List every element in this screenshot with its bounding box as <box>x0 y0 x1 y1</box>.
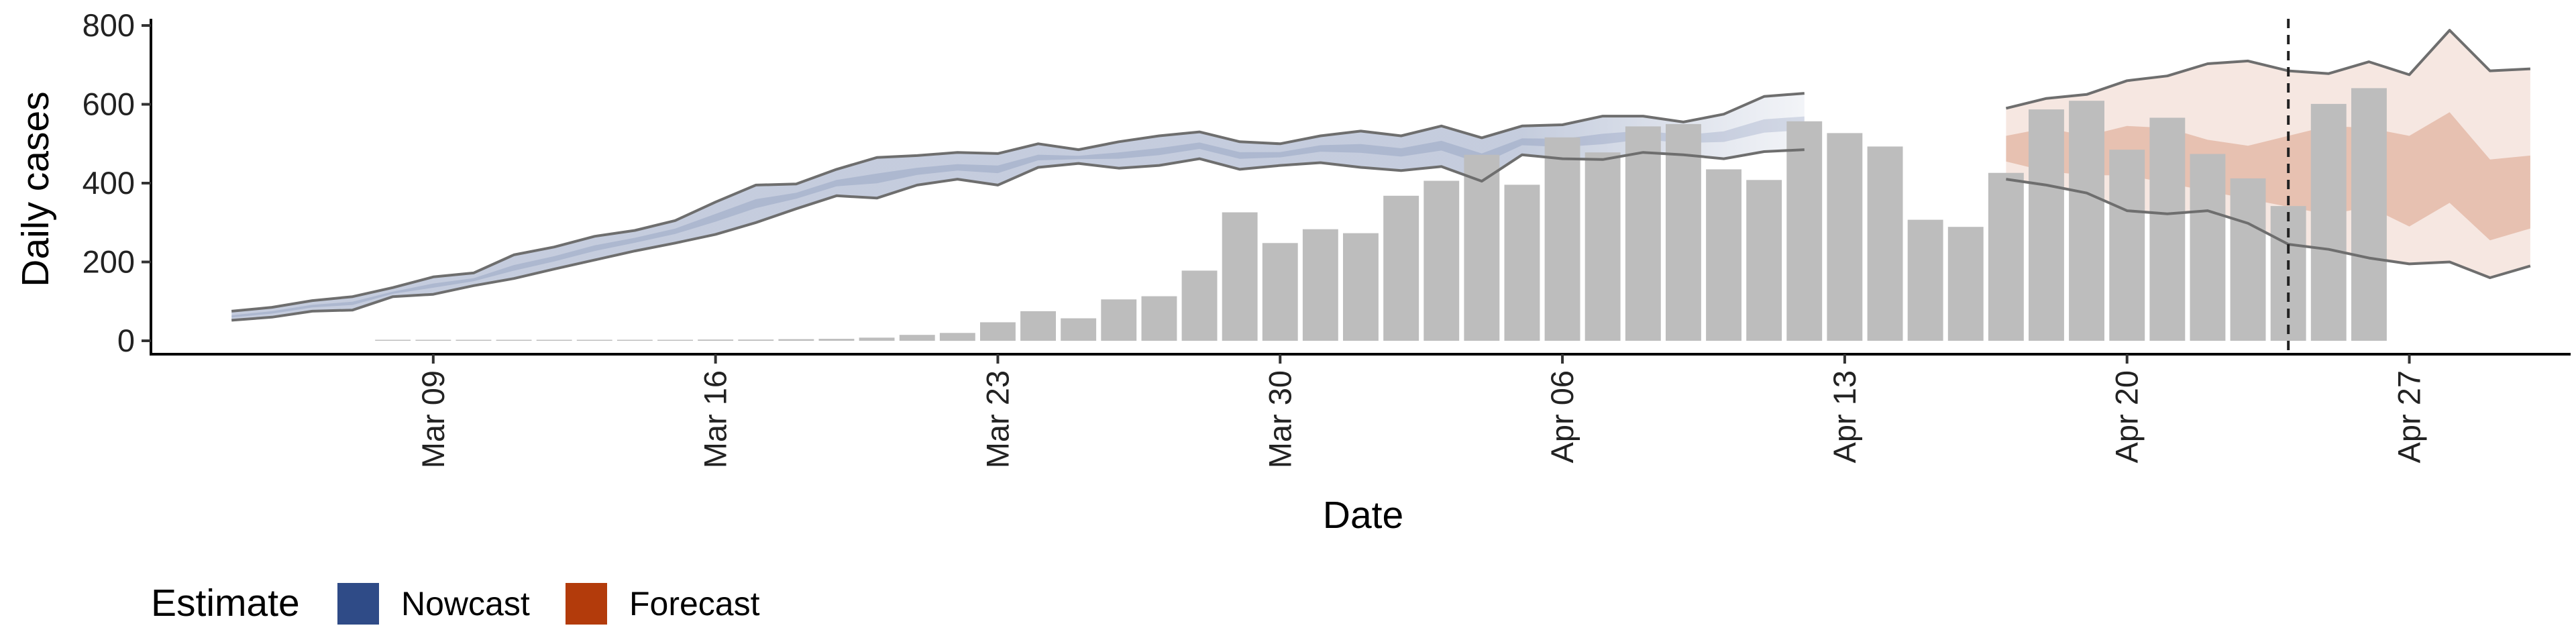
case-bar <box>375 339 411 341</box>
case-bar <box>2351 88 2387 341</box>
x-axis-title: Date <box>1323 494 1403 537</box>
x-tick-label: Mar 23 <box>979 370 1015 468</box>
case-bar <box>2190 154 2226 341</box>
nowcast-upper-line <box>231 92 1805 313</box>
forecast-upper-line <box>2005 29 2530 110</box>
y-tick-label: 800 <box>83 7 135 43</box>
case-bar <box>1867 146 1903 341</box>
x-tick-label: Apr 13 <box>1827 370 1862 463</box>
case-bar <box>1625 126 1661 341</box>
case-bar <box>1222 212 1258 341</box>
y-tick-label: 200 <box>83 244 135 280</box>
forecast-band-inner <box>2006 112 2530 241</box>
case-bar <box>455 339 492 341</box>
case-bar <box>415 339 451 341</box>
case-bar <box>1383 195 1419 341</box>
case-bar <box>2109 150 2145 341</box>
case-bar <box>576 339 612 341</box>
case-bar <box>1786 121 1823 341</box>
y-tick-label: 600 <box>83 87 135 122</box>
case-bar <box>2270 206 2306 341</box>
case-bar <box>1464 154 1500 341</box>
legend: Estimate Nowcast Forecast <box>151 582 760 625</box>
case-bar <box>1101 299 1137 341</box>
case-bar <box>1544 137 1580 341</box>
case-bar <box>1827 133 1863 341</box>
case-bar <box>1907 219 1943 341</box>
case-bar <box>1302 229 1338 341</box>
nowcast-band-outer <box>231 93 1805 321</box>
case-bar <box>980 322 1016 341</box>
case-bar <box>1181 270 1218 341</box>
legend-swatch-forecast <box>566 583 607 625</box>
case-bar <box>616 339 653 341</box>
x-tick-label: Mar 09 <box>415 370 451 468</box>
case-bar <box>818 339 855 341</box>
x-tick-label: Mar 16 <box>698 370 733 468</box>
case-bar <box>657 339 693 341</box>
bands-layer <box>231 30 2530 321</box>
case-bar <box>1504 184 1540 341</box>
case-bar <box>1666 123 1701 341</box>
case-bar <box>2230 178 2266 341</box>
case-bar <box>859 337 895 341</box>
case-bar <box>1061 318 1097 341</box>
case-bar <box>2069 101 2104 341</box>
case-bar <box>1141 296 1177 341</box>
case-bar <box>1746 180 1782 341</box>
y-tick-label: 0 <box>117 323 135 358</box>
forecast-band-outer <box>2006 30 2530 278</box>
lines-layer <box>231 19 2531 354</box>
x-tick-label: Apr 27 <box>2392 370 2427 463</box>
axes-layer: 0 200 400 600 800 Mar 09 Mar 16 Mar 23 Mar 30 Apr… <box>83 7 2571 468</box>
forecast-lower-line <box>2006 178 2531 279</box>
y-axis-title: Daily cases <box>14 91 57 286</box>
legend-label-forecast: Forecast <box>629 585 760 623</box>
case-bar <box>1988 172 2024 341</box>
case-bar <box>698 339 734 341</box>
case-bar <box>939 333 975 341</box>
case-bar <box>738 339 774 341</box>
nowcast-lower-line <box>231 148 1805 322</box>
legend-title: Estimate <box>151 582 300 625</box>
x-tick-label: Apr 20 <box>2109 370 2145 463</box>
legend-label-nowcast: Nowcast <box>401 585 530 623</box>
x-tick-label: Apr 06 <box>1544 370 1580 463</box>
case-bar <box>2029 109 2064 341</box>
case-bar <box>1706 169 1741 341</box>
case-bar <box>1424 180 1460 341</box>
case-bar <box>1262 243 1298 341</box>
bars-layer <box>375 88 2387 341</box>
case-bar <box>1343 233 1379 341</box>
case-bar <box>899 335 935 341</box>
case-bar <box>778 339 814 341</box>
case-bar <box>1585 152 1621 341</box>
y-tick-label: 400 <box>83 165 135 201</box>
case-bar <box>1020 311 1056 341</box>
case-bar <box>2310 103 2347 341</box>
case-bar <box>1947 227 1984 341</box>
case-bar <box>536 339 572 341</box>
legend-swatch-nowcast <box>337 583 379 625</box>
case-bar <box>2149 117 2186 341</box>
case-bar <box>496 339 532 341</box>
x-tick-label: Mar 30 <box>1262 370 1297 468</box>
